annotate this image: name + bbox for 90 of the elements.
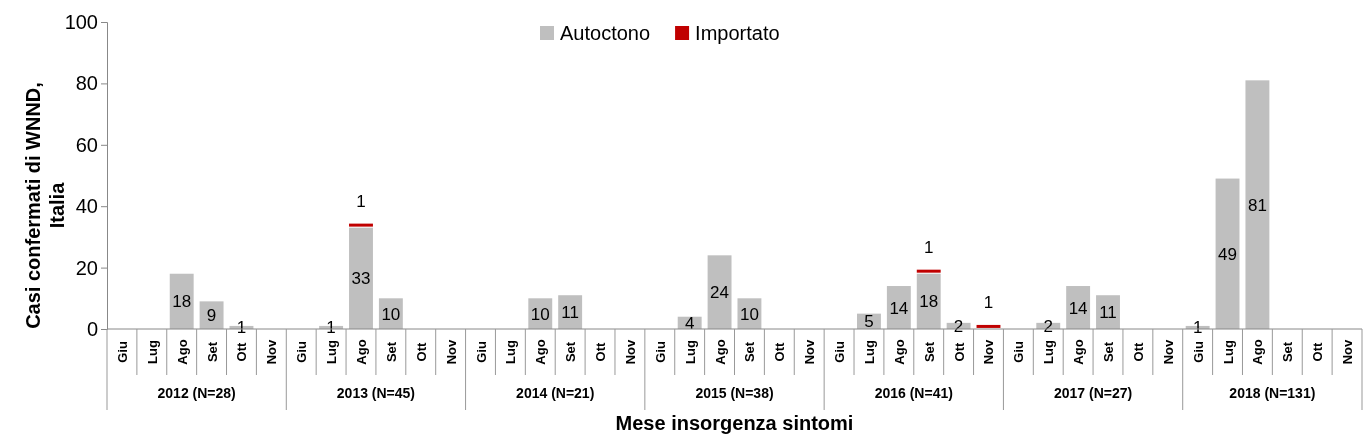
- x-tick-label: Ago: [1250, 339, 1266, 365]
- x-tick-label: Ott: [593, 341, 609, 362]
- x-tick-label: Set: [204, 341, 220, 363]
- x-tick-label: Ott: [1310, 341, 1326, 362]
- x-tick-label: Ott: [413, 341, 429, 362]
- x-tick-label: Giu: [294, 341, 310, 363]
- data-label: 14: [1068, 298, 1088, 318]
- data-label: 1: [1192, 318, 1203, 338]
- x-tick-label: Lug: [503, 340, 519, 364]
- data-label: 24: [710, 283, 730, 303]
- data-label: 1: [236, 318, 247, 338]
- x-tick-label: Lug: [861, 340, 877, 364]
- data-label: 10: [739, 304, 759, 324]
- text: 2015 (N=38): [695, 385, 774, 401]
- x-tick-label: Lug: [1041, 340, 1057, 364]
- bar: [1245, 80, 1270, 329]
- data-label: 81: [1247, 195, 1267, 215]
- data-label: 5: [864, 312, 874, 332]
- x-tick-label: Lug: [144, 340, 160, 364]
- x-tick-label: Lug: [1220, 340, 1236, 364]
- data-label: 11: [1099, 303, 1117, 323]
- bar: [707, 255, 732, 329]
- x-tick-label: Ago: [1071, 339, 1087, 365]
- y-tick-label: 60: [75, 133, 98, 156]
- x-tick-label: Lug: [682, 340, 698, 364]
- data-label: 1: [356, 191, 366, 211]
- x-tick-label: Nov: [443, 338, 459, 365]
- x-tick-label: Nov: [1160, 338, 1176, 365]
- data-label: 2: [953, 316, 964, 336]
- x-tick-label: Nov: [802, 338, 818, 365]
- data-label: 10: [530, 304, 550, 324]
- x-tick-label: Set: [1280, 341, 1296, 363]
- x-tick-label: Giu: [473, 341, 489, 363]
- y-axis-title: Casi confermati di WNND, Italia: [22, 82, 68, 329]
- x-tick-label: Lug: [324, 340, 340, 364]
- x-tick-label: Set: [1101, 341, 1117, 363]
- text: 2017 (N=27): [1053, 385, 1133, 401]
- data-label: 1: [326, 318, 336, 338]
- y-tick-label: 40: [75, 195, 98, 218]
- x-tick-label: Giu: [1011, 341, 1027, 363]
- text: 2012 (N=28): [157, 385, 236, 401]
- x-tick-label: Ago: [174, 339, 190, 365]
- bar: [349, 227, 373, 329]
- bar: [976, 324, 1001, 328]
- bar: [916, 269, 941, 273]
- x-tick-label: Nov: [1340, 338, 1356, 365]
- data-label: 9: [206, 306, 217, 326]
- x-tick-label: Ott: [234, 341, 250, 362]
- data-label: 2: [1043, 316, 1053, 336]
- data-label: 1: [923, 237, 934, 257]
- x-tick-label: Ott: [951, 341, 967, 362]
- x-tick-label: Set: [742, 341, 758, 363]
- x-tick-label: Ago: [712, 339, 728, 365]
- legend-label: Autoctono: [560, 22, 651, 44]
- bar: [349, 223, 373, 227]
- y-tick-label: 0: [86, 317, 98, 340]
- x-tick-label: Giu: [652, 341, 668, 363]
- text: 2014 (N=21): [516, 385, 595, 401]
- x-tick-label: Set: [921, 341, 937, 363]
- y-tick-label: 20: [75, 256, 98, 279]
- x-tick-label: Set: [383, 341, 399, 363]
- x-tick-label: Nov: [981, 338, 997, 365]
- text: 2013 (N=45): [336, 385, 416, 401]
- data-label: 18: [172, 292, 192, 312]
- data-label: 33: [351, 269, 371, 289]
- x-tick-label: Giu: [1190, 341, 1206, 363]
- text: 2016 (N=41): [874, 385, 953, 401]
- text: 2018 (N=131): [1229, 385, 1316, 401]
- bar: [1215, 178, 1240, 329]
- data-label: 10: [381, 304, 401, 324]
- y-tick-label: 80: [75, 72, 98, 95]
- x-tick-label: Ago: [891, 339, 907, 365]
- x-tick-label: Ago: [533, 339, 549, 365]
- x-axis-title: Mese insorgenza sintomi: [615, 412, 854, 434]
- legend-label: Importato: [695, 22, 780, 44]
- x-tick-label: Ott: [1130, 341, 1146, 362]
- data-label: 18: [919, 292, 939, 312]
- data-label: 11: [561, 303, 579, 323]
- x-tick-label: Giu: [114, 341, 130, 363]
- x-tick-label: Set: [563, 341, 579, 363]
- data-label: 14: [889, 298, 909, 318]
- x-tick-label: Giu: [832, 341, 848, 363]
- x-tick-label: Ago: [353, 339, 369, 365]
- data-label: 49: [1218, 244, 1237, 264]
- x-tick-label: Ott: [772, 341, 788, 362]
- data-label: 1: [983, 292, 994, 312]
- x-tick-label: Nov: [264, 338, 280, 365]
- y-tick-label: 100: [64, 10, 98, 33]
- data-label: 4: [684, 313, 695, 333]
- x-tick-label: Nov: [622, 338, 638, 365]
